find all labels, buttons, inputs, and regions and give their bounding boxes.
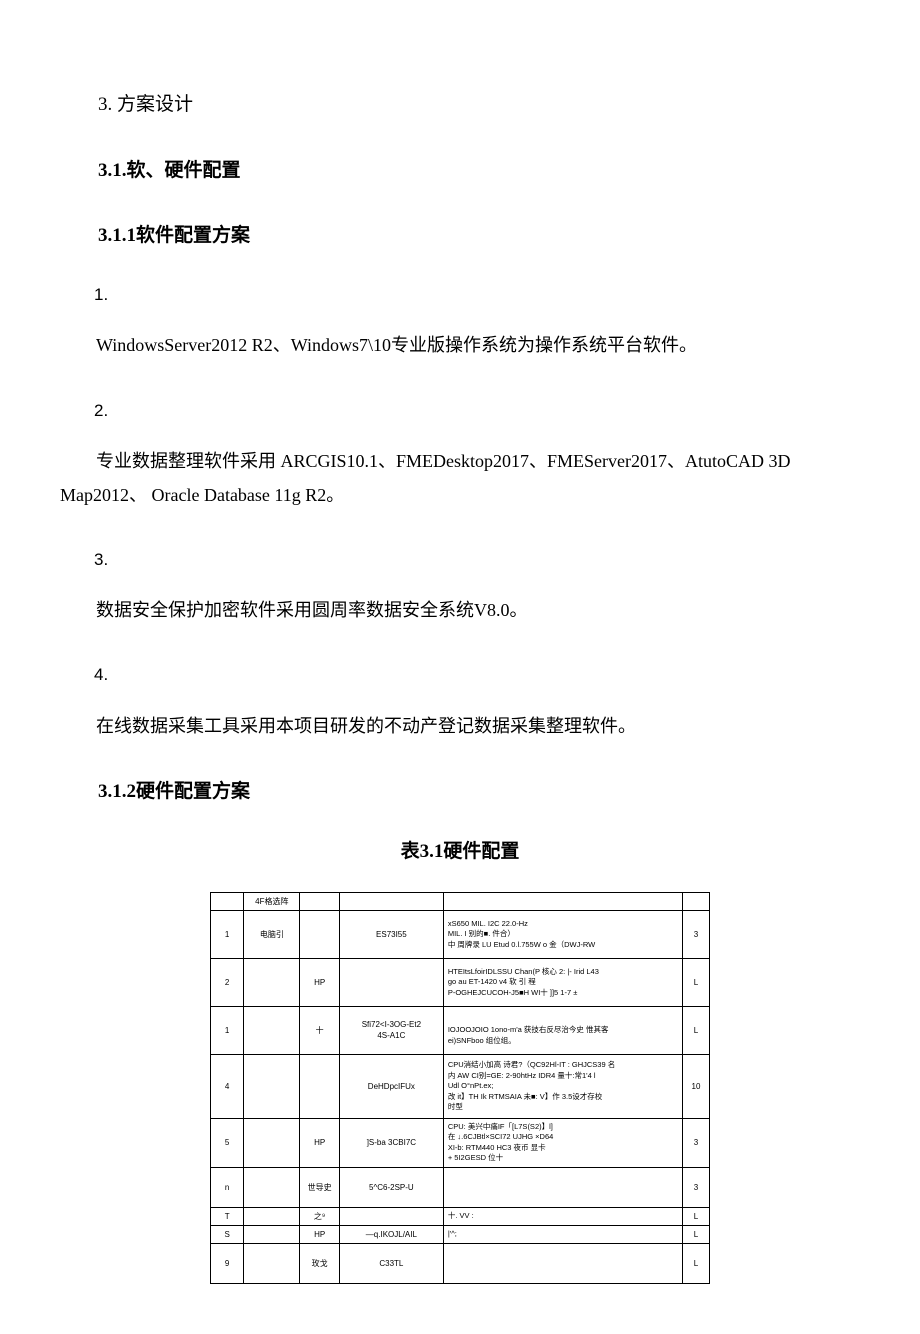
table-cell	[300, 910, 340, 958]
table-cell: 3	[682, 910, 709, 958]
hardware-config-table: 4F格选阵 1电脑引 ES73I55xS650 MIL. I2C 22.0-Hz …	[210, 892, 710, 1285]
table-cell: Sfi72<I-3OG-Et2 4S-A1C	[339, 1006, 443, 1054]
table-cell	[211, 892, 244, 910]
table-cell: HP	[300, 958, 340, 1006]
table-cell: 5	[211, 1118, 244, 1167]
table-row: 9 玫戈C33TL L	[211, 1244, 710, 1284]
table-row: 1 十Sfi72<I-3OG-Et2 4S-A1C IOJOOJOIO 1ono-…	[211, 1006, 710, 1054]
table-cell: 十. VV :	[443, 1207, 682, 1225]
table-cell: 世导史	[300, 1167, 340, 1207]
table-cell: L	[682, 1006, 709, 1054]
table-cell: C33TL	[339, 1244, 443, 1284]
table-cell	[244, 1207, 300, 1225]
list-item-4: 4.	[60, 661, 860, 688]
table-cell: HTEItsLfoirIDLSSU Chan(P 核心 2: |- Irid L…	[443, 958, 682, 1006]
paragraph-3: 数据安全保护加密软件采用圆周率数据安全系统V8.0。	[60, 593, 860, 627]
section-3-heading: 3. 方案设计	[60, 90, 860, 120]
paragraph-4: 在线数据采集工具采用本项目研发的不动产登记数据采集整理软件。	[60, 709, 860, 743]
table-header-row: 4F格选阵	[211, 892, 710, 910]
table-cell	[339, 892, 443, 910]
table-cell: 4F格选阵	[244, 892, 300, 910]
paragraph-2: 专业数据整理软件采用 ARCGIS10.1、FMEDesktop2017、FME…	[60, 444, 860, 512]
table-cell	[244, 958, 300, 1006]
table-cell	[300, 892, 340, 910]
table-row: n 世导史5^C6-2SP-U 3	[211, 1167, 710, 1207]
table-cell: n	[211, 1167, 244, 1207]
table-cell: S	[211, 1226, 244, 1244]
table-cell	[300, 1054, 340, 1118]
table-cell	[339, 1207, 443, 1225]
table-cell	[339, 958, 443, 1006]
table-cell	[244, 1118, 300, 1167]
table-cell	[443, 1244, 682, 1284]
table-cell: DeHDpcIFUx	[339, 1054, 443, 1118]
table-cell	[244, 1054, 300, 1118]
list-item-2: 2.	[60, 397, 860, 424]
table-cell: 之⁹	[300, 1207, 340, 1225]
table-cell: ES73I55	[339, 910, 443, 958]
list-item-1: 1.	[60, 281, 860, 308]
table-cell	[244, 1244, 300, 1284]
table-cell	[244, 1167, 300, 1207]
table-cell: —q.IKOJL/AIL	[339, 1226, 443, 1244]
table-cell: 1	[211, 910, 244, 958]
table-row: 4 DeHDpcIFUxCPU消结小加高 诗君?（QC92Hl-IT : GHJC…	[211, 1054, 710, 1118]
section-3-1-2-heading: 3.1.2硬件配置方案	[60, 777, 860, 807]
table-cell: 玫戈	[300, 1244, 340, 1284]
table-cell: 十	[300, 1006, 340, 1054]
table-row: 2 HP HTEItsLfoirIDLSSU Chan(P 核心 2: |- Iri…	[211, 958, 710, 1006]
table-row: S HP—q.IKOJL/AIL|'^; L	[211, 1226, 710, 1244]
table-row: T 之⁹ 十. VV :L	[211, 1207, 710, 1225]
table-cell	[244, 1006, 300, 1054]
table-cell: CPU: 美兴中痛IF「[L7S(S2)】l] 在 ↓.6CJBtl×SCI72…	[443, 1118, 682, 1167]
table-cell: ]S-ba 3CBI7C	[339, 1118, 443, 1167]
list-item-3: 3.	[60, 546, 860, 573]
paragraph-1: WindowsServer2012 R2、Windows7\10专业版操作系统为…	[60, 328, 860, 362]
section-3-1-heading: 3.1.软、硬件配置	[60, 156, 860, 186]
table-cell: 3	[682, 1118, 709, 1167]
table-cell: 3	[682, 1167, 709, 1207]
table-row: 1电脑引 ES73I55xS650 MIL. I2C 22.0-Hz MIL. I…	[211, 910, 710, 958]
table-cell: 9	[211, 1244, 244, 1284]
table-cell: 5^C6-2SP-U	[339, 1167, 443, 1207]
table-row: 5 HP]S-ba 3CBI7CCPU: 美兴中痛IF「[L7S(S2)】l] 在…	[211, 1118, 710, 1167]
table-cell: T	[211, 1207, 244, 1225]
table-cell: xS650 MIL. I2C 22.0-Hz MIL. I 别的■. 件合） 中…	[443, 910, 682, 958]
table-cell: |'^;	[443, 1226, 682, 1244]
table-cell: 1	[211, 1006, 244, 1054]
table-cell: L	[682, 1226, 709, 1244]
table-cell	[443, 892, 682, 910]
table-cell: 10	[682, 1054, 709, 1118]
table-cell: CPU消结小加高 诗君?（QC92Hl-IT : GHJCS39 名 内 AW …	[443, 1054, 682, 1118]
table-cell: 4	[211, 1054, 244, 1118]
table-cell: 2	[211, 958, 244, 1006]
table-cell: 电脑引	[244, 910, 300, 958]
table-cell: L	[682, 1244, 709, 1284]
table-cell	[443, 1167, 682, 1207]
table-cell	[682, 892, 709, 910]
table-cell: L	[682, 1207, 709, 1225]
table-cell	[244, 1226, 300, 1244]
table-title: 表3.1硬件配置	[60, 837, 860, 867]
table-cell: HP	[300, 1226, 340, 1244]
section-3-1-1-heading: 3.1.1软件配置方案	[60, 221, 860, 251]
table-cell: IOJOOJOIO 1ono-m'a 获技右反尽治今史 惟其客 ei)SNFbo…	[443, 1006, 682, 1054]
table-cell: HP	[300, 1118, 340, 1167]
table-cell: L	[682, 958, 709, 1006]
